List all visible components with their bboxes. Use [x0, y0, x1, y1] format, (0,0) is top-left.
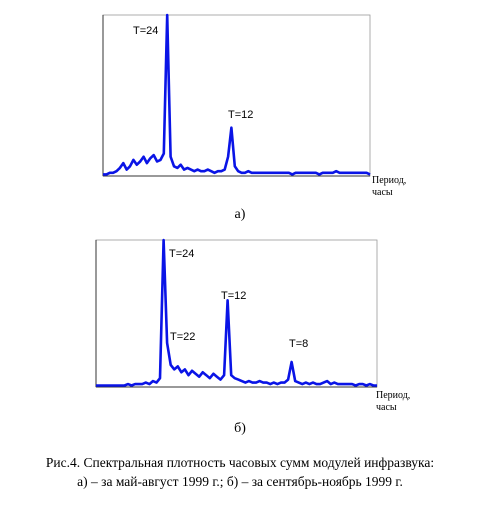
peak-annotation: T=8: [289, 338, 308, 350]
peak-annotation: T=24: [169, 248, 194, 260]
spectrum-line: [96, 238, 377, 387]
x-axis-label: Период,: [376, 390, 410, 401]
x-axis-label: часы: [376, 402, 397, 413]
caption-line: Рис.4. Спектральная плотность часовых су…: [46, 455, 434, 470]
x-axis-label: часы: [372, 187, 393, 198]
peak-annotation: T=22: [170, 331, 195, 343]
caption-line: а) – за май-август 1999 г.; б) – за сент…: [77, 474, 403, 489]
peak-annotation: T=12: [221, 290, 246, 302]
peak-annotation: T=24: [133, 25, 158, 37]
panel-label: б): [234, 421, 246, 436]
plot-frame: [95, 239, 378, 388]
spectrum-line: [103, 13, 371, 176]
x-axis-label: Период,: [372, 175, 406, 186]
plot-frame: [102, 14, 371, 177]
panel-label: а): [235, 207, 246, 222]
peak-annotation: T=12: [228, 109, 253, 121]
